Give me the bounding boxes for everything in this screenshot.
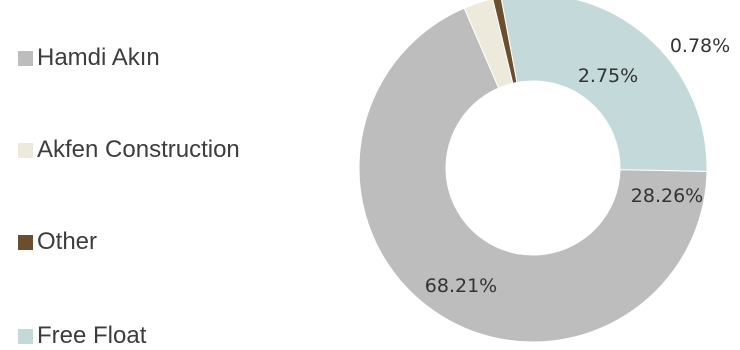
legend-swatch-other <box>18 234 33 250</box>
legend-item-free-float: Free Float <box>18 322 146 350</box>
donut-slices <box>358 0 708 343</box>
legend-item-other: Other <box>18 228 97 256</box>
legend-label-free-float: Free Float <box>37 322 147 349</box>
legend-label-akfen-construction: Akfen Construction <box>37 136 240 163</box>
data-label-other: 0.78% <box>670 35 730 57</box>
legend-swatch-akfen-construction <box>18 142 33 158</box>
legend-swatch-free-float <box>18 328 33 344</box>
donut-data-labels: 2.75% 0.78% 28.26% 68.21% <box>425 35 730 297</box>
slice-hamdi-akin <box>358 7 708 343</box>
legend-label-hamdi-akin: Hamdi Akın <box>37 44 160 71</box>
data-label-free-float: 28.26% <box>631 185 703 207</box>
data-label-akfen-construction: 2.75% <box>578 65 638 87</box>
legend-item-akfen-construction: Akfen Construction <box>18 136 240 164</box>
legend-item-hamdi-akin: Hamdi Akın <box>18 44 160 72</box>
legend-swatch-hamdi-akin <box>18 50 33 66</box>
slice-free-float <box>501 0 708 172</box>
legend-label-other: Other <box>37 228 98 255</box>
data-label-hamdi-akin: 68.21% <box>425 275 497 297</box>
